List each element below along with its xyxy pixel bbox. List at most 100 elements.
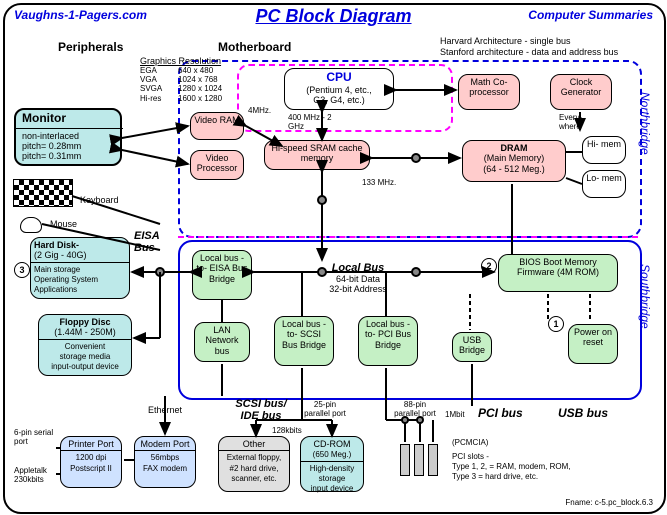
hdd-h: Hard Disk-	[34, 240, 79, 250]
pci-slot-3	[428, 444, 438, 476]
floppy-l4: input-output device	[51, 362, 119, 371]
mhz133: 133 MHz.	[362, 178, 396, 187]
floppy-l3: storage media	[60, 352, 111, 361]
cdrom-box: CD-ROM (650 Meg.) High-density storage i…	[300, 436, 364, 492]
clock-box: Clock Generator	[550, 74, 612, 110]
gfx-r1b: 640 x 480	[178, 66, 213, 75]
cdrom-l4: input device	[311, 484, 354, 493]
gfx-r4a: Hi-res	[140, 94, 161, 103]
floppy-l1: (1.44M - 250M)	[54, 327, 116, 337]
keyboard-icon	[13, 179, 73, 207]
eisa-bus-label: EISA Bus	[134, 230, 170, 254]
gfx-table2: 640 x 480 1024 x 768 1280 x 1024 1600 x …	[178, 66, 222, 103]
cdrom-l2: High-density	[310, 464, 354, 473]
localbus-h: Local Bus	[332, 262, 385, 274]
himem-box: Hi- mem	[582, 136, 626, 164]
arch-note2: Stanford architecture - data and address…	[440, 47, 618, 57]
step-1: 1	[548, 316, 564, 332]
dram-box: DRAM (Main Memory) (64 - 512 Meg.)	[462, 140, 566, 182]
lan-box: LAN Network bus	[194, 322, 250, 362]
pcibus-label: PCI bus	[478, 406, 523, 420]
vram-box: Video RAM	[190, 112, 244, 140]
gfx-title: Graphics Resolution	[140, 56, 221, 66]
modem-h: Modem Port	[140, 439, 189, 449]
cdrom-l1: (650 Meg.)	[313, 450, 352, 459]
monitor-l3: pitch= 0.31mm	[22, 151, 81, 161]
pcmcia-label: (PCMCIA)	[452, 438, 488, 447]
p25-label: 25-pin parallel port	[300, 400, 350, 418]
vproc-box: Video Processor	[190, 150, 244, 180]
printer-h: Printer Port	[68, 439, 114, 449]
dram-h: DRAM	[501, 143, 528, 153]
southbridge-divider	[178, 236, 638, 238]
modem-l2: FAX modem	[143, 464, 187, 473]
dram-l2: (64 - 512 Meg.)	[483, 164, 545, 174]
southbridge-label: Southbridge	[638, 264, 652, 329]
scsi-bridge-box: Local bus -to- SCSI Bus Bridge	[274, 316, 334, 366]
keyboard-label: Keyboard	[80, 195, 119, 205]
modem-l1: 56mbps	[151, 453, 179, 462]
serial-label: 6-pin serial port	[14, 428, 54, 446]
gfx-r3b: 1280 x 1024	[178, 84, 222, 93]
mouse-icon	[20, 217, 42, 233]
apple-label: Appletalk 230kbits	[14, 466, 64, 484]
modem-box: Modem Port 56mbps FAX modem	[134, 436, 196, 488]
eisa-bridge-box: Local bus -to- EISA Bus Bridge	[192, 250, 252, 300]
pci-slot-2	[414, 444, 424, 476]
mouse-label: Mouse	[50, 219, 77, 229]
mhz4: 4MHz.	[248, 106, 271, 115]
usb-bridge-box: USB Bridge	[452, 332, 492, 362]
gfx-table: EGA VGA SVGA Hi-res	[140, 66, 162, 103]
cpu-box: CPU (Pentium 4, etc., G3, G4, etc.)	[284, 68, 394, 110]
dram-l1: (Main Memory)	[484, 153, 545, 163]
mhz400: 400 MHz - 2 GHz	[288, 113, 332, 131]
monitor-l2: pitch= 0.28mm	[22, 141, 81, 151]
pci-slot-1	[400, 444, 410, 476]
monitor-title: Monitor	[22, 111, 66, 125]
floppy-box: Floppy Disc (1.44M - 250M) Convenient st…	[38, 314, 132, 376]
hdd-l2: Main storage	[34, 265, 80, 274]
cpu-title: CPU	[326, 70, 351, 84]
monitor-box: Monitor non-interlaced pitch= 0.28mm pit…	[14, 108, 122, 166]
printer-l1: 1200 dpi	[76, 453, 107, 462]
pcislots1: PCI slots -	[452, 452, 489, 461]
hdd-box: Hard Disk- (2 Gig - 40G) Main storage Op…	[30, 237, 130, 299]
step-3: 3	[14, 262, 30, 278]
cpu-l1: (Pentium 4, etc.,	[306, 85, 372, 95]
col-peripherals: Peripherals	[58, 40, 123, 54]
localbus-label: Local Bus 64-bit Data 32-bit Address	[318, 262, 398, 294]
floppy-l2: Convenient	[65, 342, 105, 351]
ethernet-label: Ethernet	[148, 405, 182, 415]
other-l1: External floppy,	[227, 453, 282, 462]
cache-box: Hi-speed SRAM cache memory	[264, 140, 370, 170]
page-title[interactable]: PC Block Diagram	[255, 6, 411, 26]
step-2: 2	[481, 258, 497, 274]
mbit-label: 1Mbit	[445, 410, 465, 419]
k128-label: 128kbits	[272, 426, 302, 435]
fname: Fname: c-5.pc_block.6.3	[565, 498, 653, 507]
cpu-l2: G3, G4, etc.)	[313, 95, 365, 105]
other-l3: scanner, etc.	[231, 474, 276, 483]
gfx-r3b-lbl: SVGA	[140, 84, 162, 93]
gfx-r4b: 1600 x 1280	[178, 94, 222, 103]
gfx-r2a: VGA	[140, 75, 157, 84]
usbbus-label: USB bus	[558, 406, 608, 420]
pci-bridge-box: Local bus -to- PCI Bus Bridge	[358, 316, 418, 366]
gfx-r1a: EGA	[140, 66, 157, 75]
monitor-l1: non-interlaced	[22, 131, 79, 141]
pcislots3: Type 3 = hard drive, etc.	[452, 472, 538, 481]
gfx-r2b: 1024 x 768	[178, 75, 218, 84]
printer-l2: Postscript II	[70, 464, 112, 473]
hdd-l3: Operating System	[34, 275, 98, 284]
hdd-l4: Applications	[34, 285, 77, 294]
other-h: Other	[243, 439, 266, 449]
floppy-h: Floppy Disc	[59, 317, 110, 327]
por-box: Power on reset	[568, 324, 618, 364]
printer-box: Printer Port 1200 dpi Postscript II	[60, 436, 122, 488]
localbus-l1: 64-bit Data	[336, 274, 380, 284]
cdrom-l3: storage	[319, 474, 346, 483]
everywhere-label: Every- where	[559, 113, 597, 131]
other-box: Other External floppy, #2 hard drive, sc…	[218, 436, 290, 492]
lomem-box: Lo- mem	[582, 170, 626, 198]
category: Computer Summaries	[528, 8, 653, 22]
